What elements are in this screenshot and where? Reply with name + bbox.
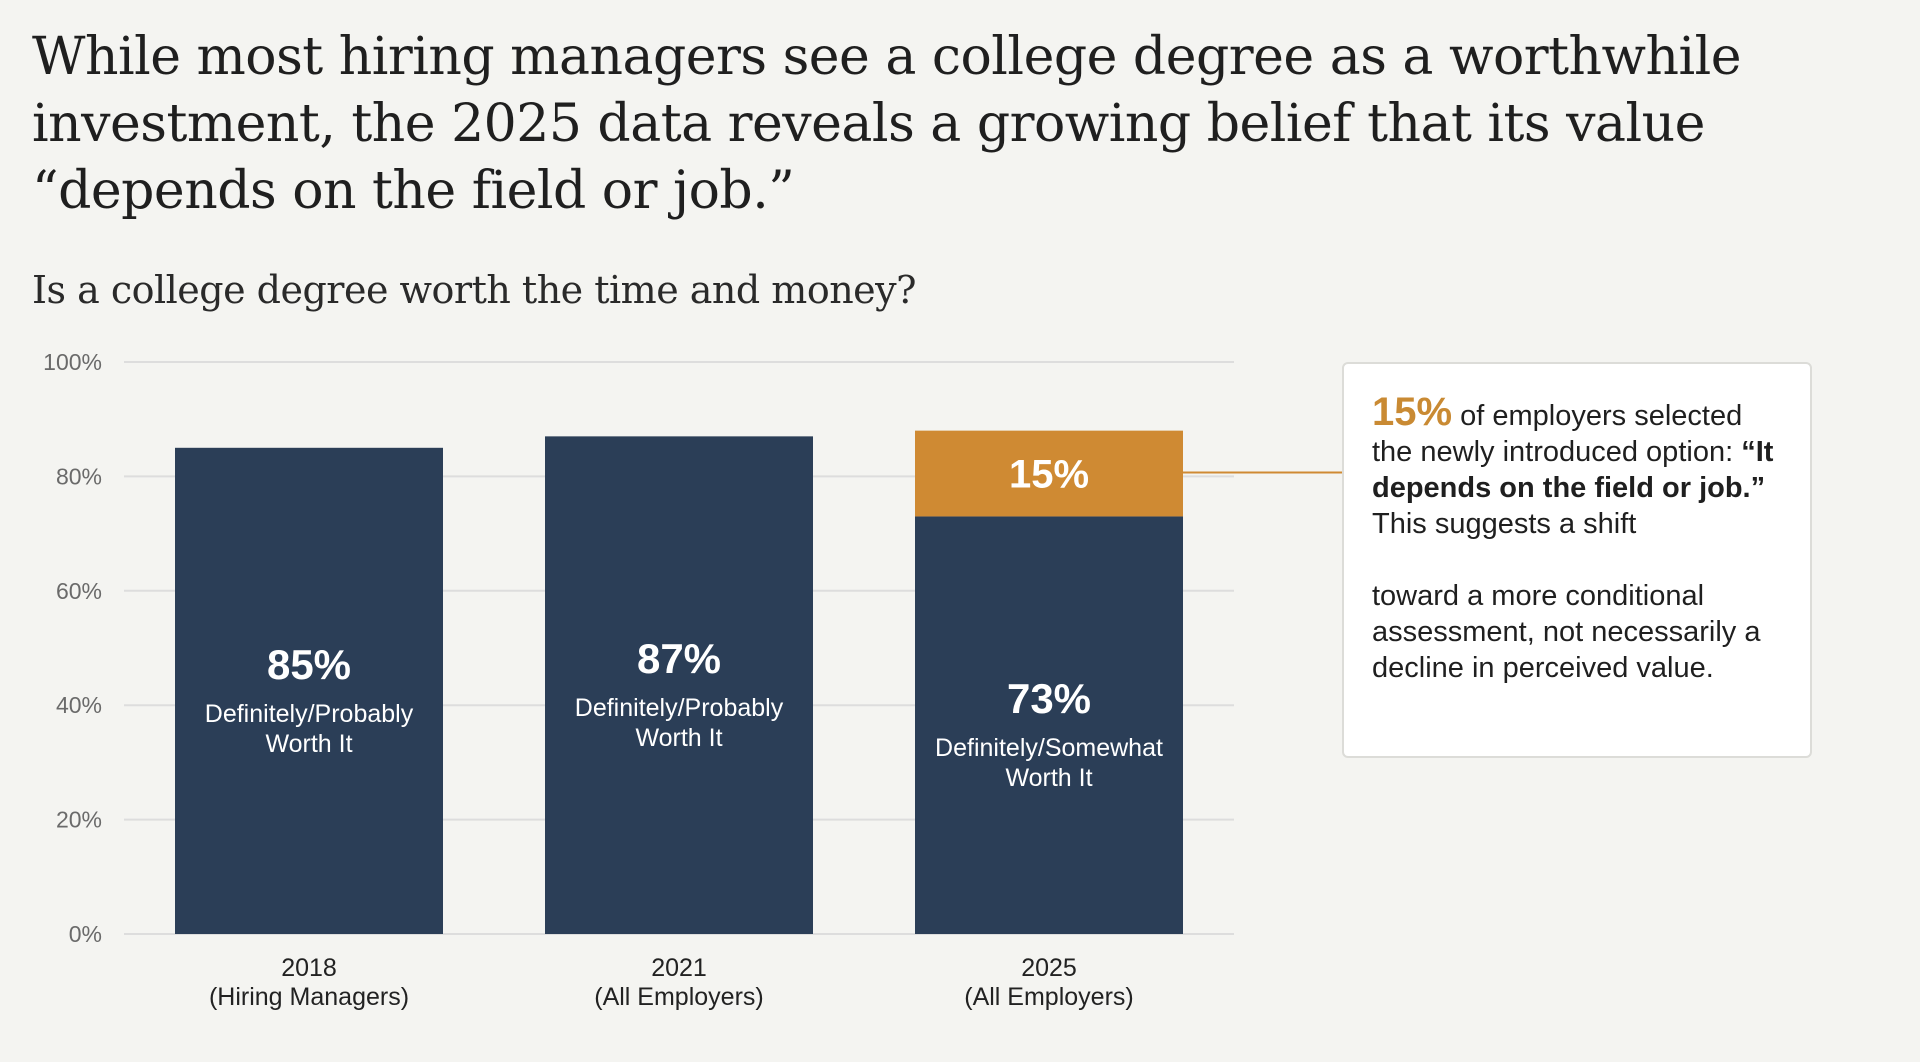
bar-segment-worth-it xyxy=(175,448,443,934)
x-tick-label-group: (All Employers) xyxy=(594,983,763,1011)
x-tick-label-year: 2025 xyxy=(1021,954,1077,982)
x-tick-label-group: (Hiring Managers) xyxy=(209,983,409,1011)
bar-value-label: 85% xyxy=(267,641,351,688)
x-tick-label-year: 2021 xyxy=(651,954,707,982)
bar-description-label: Worth It xyxy=(265,730,352,758)
bar-description-label: Definitely/Probably xyxy=(575,694,784,722)
y-tick-label: 40% xyxy=(56,692,102,718)
bar-description-label: Worth It xyxy=(635,724,722,752)
y-tick-label: 0% xyxy=(69,921,102,947)
y-tick-label: 100% xyxy=(43,349,102,375)
y-tick-label: 80% xyxy=(56,463,102,489)
y-tick-label: 20% xyxy=(56,807,102,833)
bar-value-label: 87% xyxy=(637,635,721,682)
y-tick-label: 60% xyxy=(56,578,102,604)
x-tick-label-year: 2018 xyxy=(281,954,337,982)
callout-box: 15% of employers selected the newly intr… xyxy=(1342,362,1812,758)
x-tick-label-group: (All Employers) xyxy=(964,983,1133,1011)
bar-value-label: 73% xyxy=(1007,675,1091,722)
callout-text-3: toward a more conditional assessment, no… xyxy=(1372,578,1784,686)
bar-segment-worth-it xyxy=(545,436,813,934)
callout-percentage: 15% xyxy=(1372,390,1452,434)
bar-description-label: Definitely/Somewhat xyxy=(935,734,1163,762)
bar-value-label: 15% xyxy=(1009,453,1089,497)
callout-text-2: This suggests a shift xyxy=(1372,508,1636,540)
bar-description-label: Worth It xyxy=(1005,764,1092,792)
bar-description-label: Definitely/Probably xyxy=(205,700,414,728)
bar-segment-worth-it xyxy=(915,516,1183,934)
